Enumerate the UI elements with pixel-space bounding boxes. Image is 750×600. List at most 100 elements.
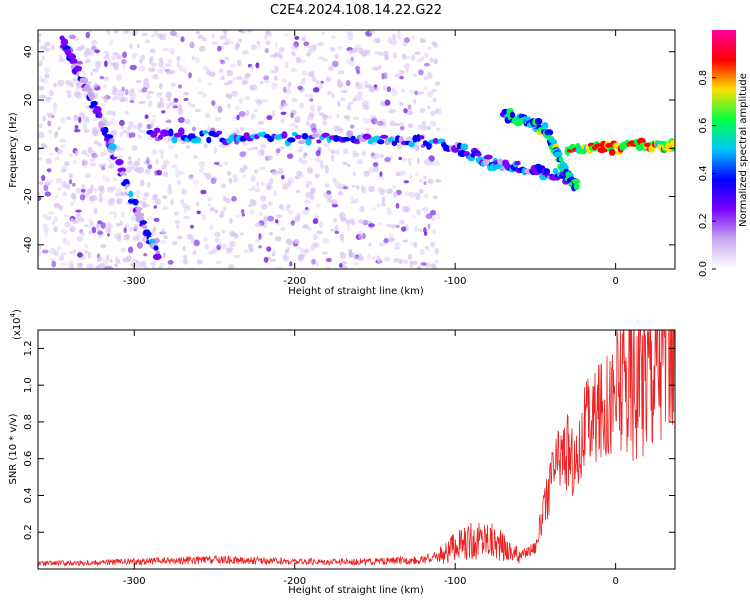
spectrogram-noise-cell [214, 237, 220, 243]
steep-descending-track-cell [120, 171, 126, 177]
spectrogram-noise-cell [188, 72, 192, 79]
spectrogram-noise-cell [162, 194, 168, 199]
spectrogram-noise-cell [279, 47, 285, 51]
spectrogram-noise-cell [347, 101, 354, 106]
spectrogram-noise-cell [250, 115, 255, 121]
spectrogram-noise-cell [286, 204, 291, 209]
spectrogram-noise-cell [93, 140, 99, 145]
steep-descending-track-cell [115, 158, 124, 166]
spectrogram-noise-cell [390, 89, 398, 97]
spectrogram-noise-cell [153, 193, 159, 198]
spectrogram-noise-cell [390, 108, 397, 114]
spectrogram-noise-cell [395, 202, 400, 209]
spectrogram-noise-cell [182, 202, 188, 209]
spectrogram-noise-cell [66, 183, 71, 190]
spectrogram-noise-cell [263, 222, 268, 229]
spectrogram-noise-cell [49, 179, 53, 183]
spectrogram-noise-cell [84, 224, 89, 228]
spectrogram-noise-cell [315, 261, 319, 267]
spectrogram-noise-cell [294, 215, 301, 222]
spectrogram-noise-cell [263, 256, 269, 263]
spectrogram-noise-cell [418, 188, 424, 194]
spectrogram-noise-cell [183, 92, 190, 96]
spectrogram-noise-cell [426, 72, 432, 80]
spectrogram-noise-cell [430, 120, 437, 127]
spectrogram-noise-cell [47, 129, 53, 135]
spectrogram-noise-cell [244, 165, 248, 171]
spectrogram-noise-cell [86, 263, 92, 269]
spectrogram-noise-cell [355, 81, 360, 88]
spectrogram-noise-cell [82, 163, 88, 169]
spectrogram-noise-cell [97, 185, 105, 192]
spectrogram-noise-cell [313, 242, 320, 249]
spectrogram-noise-cell [275, 148, 281, 154]
spectrogram-noise-cell [242, 174, 247, 179]
spectrogram-noise-cell [124, 110, 129, 115]
spectrogram-noise-cell [101, 102, 106, 109]
spectrogram-noise-cell [103, 76, 109, 82]
spectrogram-noise-cell [371, 256, 376, 260]
spectrogram-noise-cell [202, 65, 209, 71]
spectrogram-noise-cell [213, 105, 220, 109]
spectrogram-noise-cell [176, 55, 181, 62]
spectrogram-noise-cell [374, 67, 380, 71]
spectrogram-noise-cell [64, 80, 72, 86]
spectrogram-noise-cell [58, 58, 65, 63]
spectrogram-noise-cell [141, 202, 147, 208]
spectrogram-noise-cell [293, 238, 300, 244]
spectrogram-noise-cell [345, 80, 351, 87]
spectrogram-noise-cell [148, 67, 155, 73]
spectrogram-noise-cell [124, 224, 130, 228]
spectrogram-noise-cell [202, 172, 207, 176]
spectrogram-noise-cell [88, 30, 92, 33]
spectrogram-noise-cell [373, 87, 380, 92]
spectrogram-noise-cell [60, 168, 67, 173]
spectrogram-noise-cell [282, 182, 290, 190]
spectrogram-noise-cell [159, 97, 164, 103]
snr-ytick-label: 1.2 [23, 340, 34, 356]
spectrogram-noise-cell [53, 157, 61, 161]
spectrogram-noise-cell [398, 172, 402, 177]
spectrogram-noise-cell [421, 207, 429, 212]
spectrogram-noise-cell [306, 208, 311, 213]
spectrogram-noise-cell [119, 220, 123, 226]
main-signal-cell [353, 138, 360, 144]
svg-text:(x104): (x104) [9, 309, 23, 340]
spectrogram-noise-cell [198, 166, 205, 173]
spectrogram-noise-cell [331, 93, 335, 98]
spectrogram-marks [38, 30, 675, 269]
spectrogram-noise-cell [109, 163, 114, 169]
spectrogram-noise-cell [72, 77, 77, 82]
spectrogram-noise-cell [400, 170, 407, 176]
spectrogram-noise-cell [388, 233, 395, 237]
spectrogram-noise-cell [280, 226, 286, 231]
spectrogram-noise-cell [260, 195, 267, 202]
spectrogram-noise-cell [323, 143, 330, 148]
spectrogram-noise-cell [256, 40, 261, 45]
spectrogram-noise-cell [322, 120, 328, 126]
spectrogram-noise-cell [177, 117, 185, 123]
spectrogram-noise-cell [177, 104, 183, 110]
spectrogram-noise-cell [147, 90, 154, 95]
spectrogram-noise-cell [345, 58, 352, 65]
spectrogram-noise-cell [138, 134, 142, 140]
spectrogram-noise-cell [260, 181, 266, 186]
spectrogram-noise-cell [160, 153, 164, 159]
spectrogram-noise-cell [335, 224, 339, 231]
main-signal-cell [195, 136, 202, 144]
spectrogram-noise-cell [220, 45, 224, 49]
upper-short-track-cell [541, 122, 549, 130]
spectrogram-noise-cell [183, 254, 188, 260]
spectrogram-noise-cell [347, 248, 353, 253]
spectrogram-noise-cell [167, 187, 173, 195]
spectrogram-noise-cell [220, 243, 227, 250]
spectrogram-noise-cell [385, 53, 389, 61]
spectrogram-noise-cell [434, 247, 440, 255]
spectrogram-noise-cell [154, 170, 160, 176]
spectrogram-noise-cell [269, 178, 274, 185]
main-signal-cell [316, 139, 322, 144]
main-signal-cell [416, 134, 421, 142]
spectrogram-noise-cell [200, 189, 207, 195]
main-signal-cell [311, 133, 320, 138]
spectrogram-noise-cell [297, 171, 304, 179]
